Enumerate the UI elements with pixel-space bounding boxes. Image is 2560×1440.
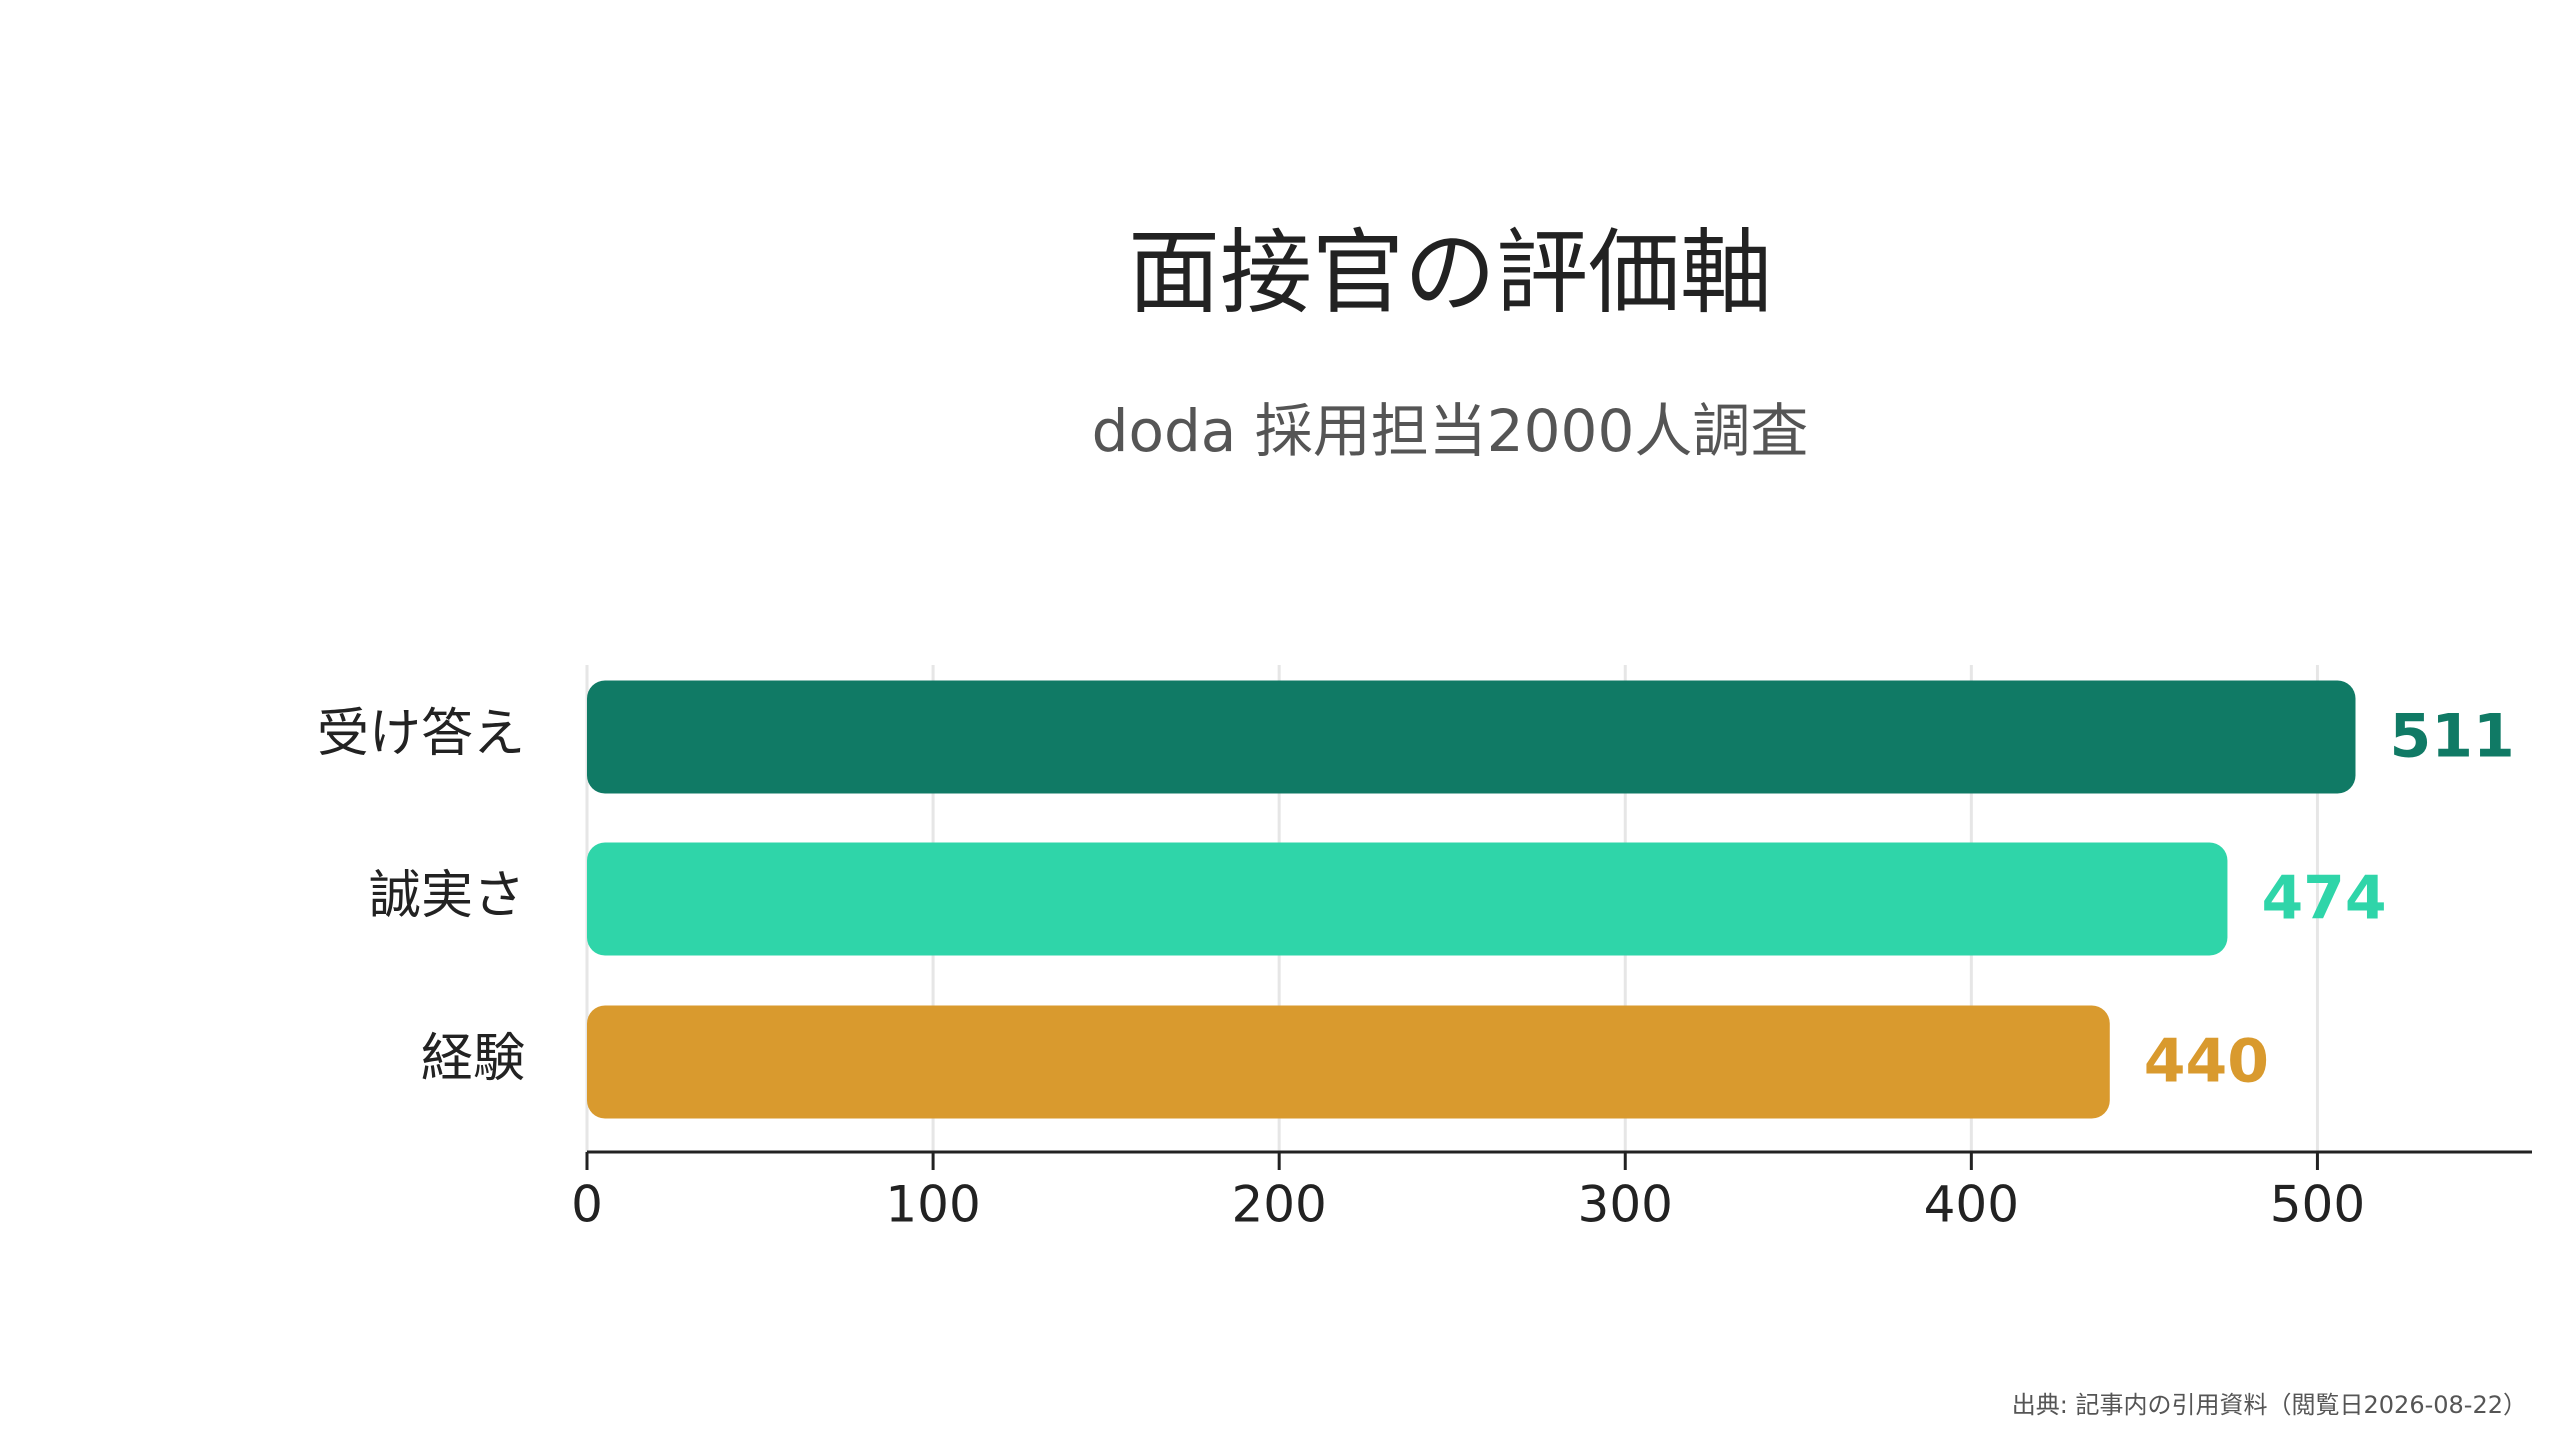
value-label: 440 (2144, 1027, 2269, 1097)
value-label: 474 (2261, 864, 2386, 934)
bar (587, 1005, 2110, 1119)
bar (587, 680, 2356, 794)
source-note: 出典: 記事内の引用資料（閲覧日2026-08-22） (2012, 1391, 2527, 1419)
x-tick-label: 200 (1231, 1176, 1326, 1234)
x-tick-label: 100 (885, 1176, 980, 1234)
value-label: 511 (2389, 702, 2514, 772)
chart-title: 面接官の評価軸 (1128, 219, 1772, 326)
chart-subtitle: doda 採用担当2000人調査 (1092, 397, 1809, 465)
bar (587, 842, 2228, 956)
x-tick-label: 300 (1578, 1176, 1673, 1234)
x-tick-label: 500 (2270, 1176, 2365, 1234)
x-tick-label: 0 (571, 1176, 603, 1234)
y-tick-label: 誠実さ (369, 866, 525, 926)
x-tick-label: 400 (1924, 1176, 2019, 1234)
y-tick-label: 受け答え (317, 704, 525, 764)
y-tick-label: 経験 (421, 1029, 525, 1089)
